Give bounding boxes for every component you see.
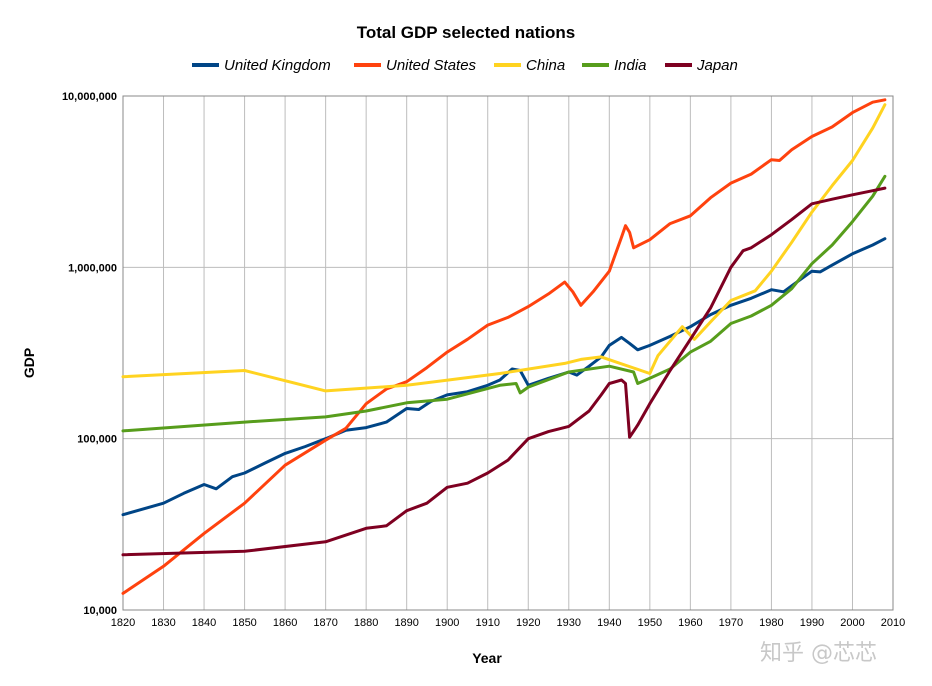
legend-label-united-kingdom: United Kingdom	[224, 57, 331, 74]
x-tick-label: 1870	[313, 617, 337, 629]
x-tick-label: 1930	[557, 617, 581, 629]
y-tick-label: 10,000,000	[62, 91, 117, 103]
y-tick-label: 1,000,000	[68, 262, 117, 274]
y-tick-label: 10,000	[83, 605, 117, 617]
x-tick-label: 1940	[597, 617, 621, 629]
x-tick-label: 1860	[273, 617, 297, 629]
x-tick-label: 1970	[719, 617, 743, 629]
y-axis-label: GDP	[21, 348, 37, 378]
x-tick-label: 1960	[678, 617, 702, 629]
x-tick-label: 1980	[759, 617, 783, 629]
series-line-india	[121, 174, 887, 433]
x-tick-label: 1850	[232, 617, 256, 629]
legend-label-china: China	[526, 57, 565, 74]
legend: United Kingdom United States China India Jap…	[192, 57, 738, 74]
series-line-japan	[121, 186, 887, 557]
series-line-china	[121, 103, 887, 393]
x-axis-label: Year	[472, 650, 502, 666]
x-tick-label: 1910	[475, 617, 499, 629]
x-tick-label: 1950	[638, 617, 662, 629]
y-axis-ticks: 10,000 100,000 1,000,000 10,000,000	[62, 91, 117, 617]
watermark: 知乎 @芯芯	[760, 641, 877, 666]
x-tick-label: 2010	[881, 617, 905, 629]
x-axis-ticks: 1820 1830 1840 1850 1860 1870 1880 1890 1900 1910…	[111, 617, 905, 629]
x-tick-label: 1900	[435, 617, 459, 629]
x-tick-label: 1830	[151, 617, 175, 629]
x-tick-label: 1920	[516, 617, 540, 629]
series-group	[121, 98, 887, 595]
x-tick-label: 1990	[800, 617, 824, 629]
chart-title: Total GDP selected nations	[357, 23, 576, 42]
legend-label-india: India	[614, 57, 647, 74]
x-tick-label: 1840	[192, 617, 216, 629]
x-tick-label: 1820	[111, 617, 135, 629]
legend-label-united-states: United States	[386, 57, 477, 74]
x-tick-label: 1880	[354, 617, 378, 629]
plot-area-border	[122, 95, 894, 611]
x-tick-label: 1890	[394, 617, 418, 629]
x-tick-label: 2000	[840, 617, 864, 629]
legend-label-japan: Japan	[696, 57, 738, 74]
grid	[122, 95, 894, 611]
y-tick-label: 100,000	[77, 434, 117, 446]
series-line-united-states	[121, 98, 887, 595]
